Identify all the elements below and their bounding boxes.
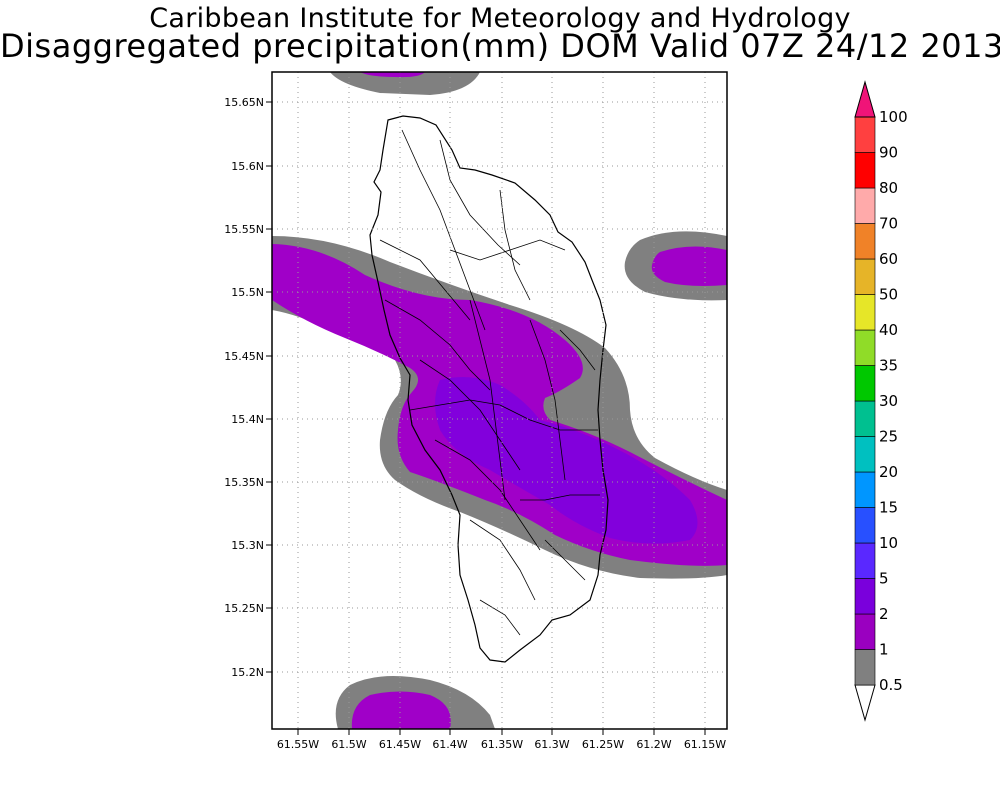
- colorbar-swatch: [854, 578, 876, 615]
- lon-tick-label: 61.2W: [636, 738, 671, 751]
- island-rivers: [379, 129, 600, 636]
- map-title-line2: Disaggregated precipitation(mm) DOM Vali…: [0, 27, 1000, 65]
- colorbar-label: 100: [879, 108, 908, 126]
- lat-tick-label: 15.25N: [224, 602, 264, 615]
- colorbar-swatch: [854, 649, 876, 686]
- colorbar-label: 70: [879, 215, 898, 233]
- colorbar-swatch: [854, 400, 876, 437]
- lat-tick-label: 15.65N: [224, 96, 264, 109]
- plot-frame: [271, 71, 728, 730]
- lon-tick-label: 61.45W: [379, 738, 421, 751]
- colorbar-upper-triangle: [854, 80, 876, 118]
- lon-tick-label: 61.55W: [277, 738, 319, 751]
- colorbar-label: 35: [879, 357, 898, 375]
- colorbar-label: 2: [879, 605, 889, 623]
- colorbar-swatch: [854, 365, 876, 402]
- colorbar-label: 90: [879, 144, 898, 162]
- lon-tick-label: 61.25W: [582, 738, 624, 751]
- lat-tick-label: 15.5N: [231, 286, 264, 299]
- shade-main-violet: [435, 376, 698, 544]
- colorbar-label: 5: [879, 570, 889, 588]
- colorbar-swatch: [854, 613, 876, 650]
- lon-tick-label: 61.35W: [481, 738, 523, 751]
- colorbar-swatch: [854, 223, 876, 260]
- colorbar-swatch: [854, 258, 876, 295]
- lat-tick-label: 15.3N: [231, 539, 264, 552]
- colorbar-swatch: [854, 329, 876, 366]
- lat-tick-label: 15.35N: [224, 476, 264, 489]
- lon-tick-label: 61.15W: [684, 738, 726, 751]
- shade-bottom-purple: [351, 691, 451, 729]
- colorbar-swatch: [854, 507, 876, 544]
- shade-top-purple: [360, 72, 425, 78]
- colorbar-swatch: [854, 294, 876, 331]
- colorbar-label: 0.5: [879, 676, 903, 694]
- colorbar-swatch: [854, 542, 876, 579]
- lat-tick-label: 15.4N: [231, 413, 264, 426]
- lon-tick-label: 61.5W: [331, 738, 366, 751]
- colorbar-label: 60: [879, 250, 898, 268]
- shade-right-purple: [651, 246, 727, 286]
- colorbar-swatch: [854, 116, 876, 153]
- colorbar-label: 15: [879, 499, 898, 517]
- colorbar-label: 80: [879, 179, 898, 197]
- shade-top-gray: [330, 72, 480, 95]
- lat-tick-label: 15.6N: [231, 160, 264, 173]
- lat-tick-label: 15.55N: [224, 223, 264, 236]
- lat-tick-label: 15.45N: [224, 350, 264, 363]
- lat-tick-label: 15.2N: [231, 666, 264, 679]
- colorbar-swatch: [854, 471, 876, 508]
- colorbar-swatch: [854, 436, 876, 473]
- lat-labels: 15.65N 15.6N 15.55N 15.5N 15.45N 15.4N 1…: [224, 96, 264, 679]
- colorbar-swatch: [854, 187, 876, 224]
- map-title-line1: Caribbean Institute for Meteorology and …: [149, 3, 851, 34]
- lon-labels: 61.55W 61.5W 61.45W 61.4W 61.35W 61.3W 6…: [277, 738, 726, 751]
- colorbar-label: 1: [879, 641, 889, 659]
- colorbar-label: 25: [879, 428, 898, 446]
- island-dominica: [369, 115, 609, 663]
- lon-tick-label: 61.4W: [432, 738, 467, 751]
- colorbar-lower-triangle: [854, 684, 876, 722]
- colorbar-label: 30: [879, 392, 898, 410]
- colorbar-swatch: [854, 152, 876, 189]
- colorbar-label: 50: [879, 286, 898, 304]
- lon-tick-label: 61.3W: [534, 738, 569, 751]
- grid-lines: [272, 72, 727, 729]
- colorbar-label: 10: [879, 534, 898, 552]
- colorbar-label: 20: [879, 463, 898, 481]
- axis-ticks: [266, 101, 706, 735]
- colorbar-label: 40: [879, 321, 898, 339]
